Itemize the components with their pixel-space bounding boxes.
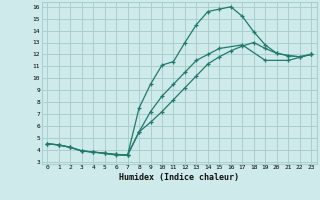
- X-axis label: Humidex (Indice chaleur): Humidex (Indice chaleur): [119, 173, 239, 182]
